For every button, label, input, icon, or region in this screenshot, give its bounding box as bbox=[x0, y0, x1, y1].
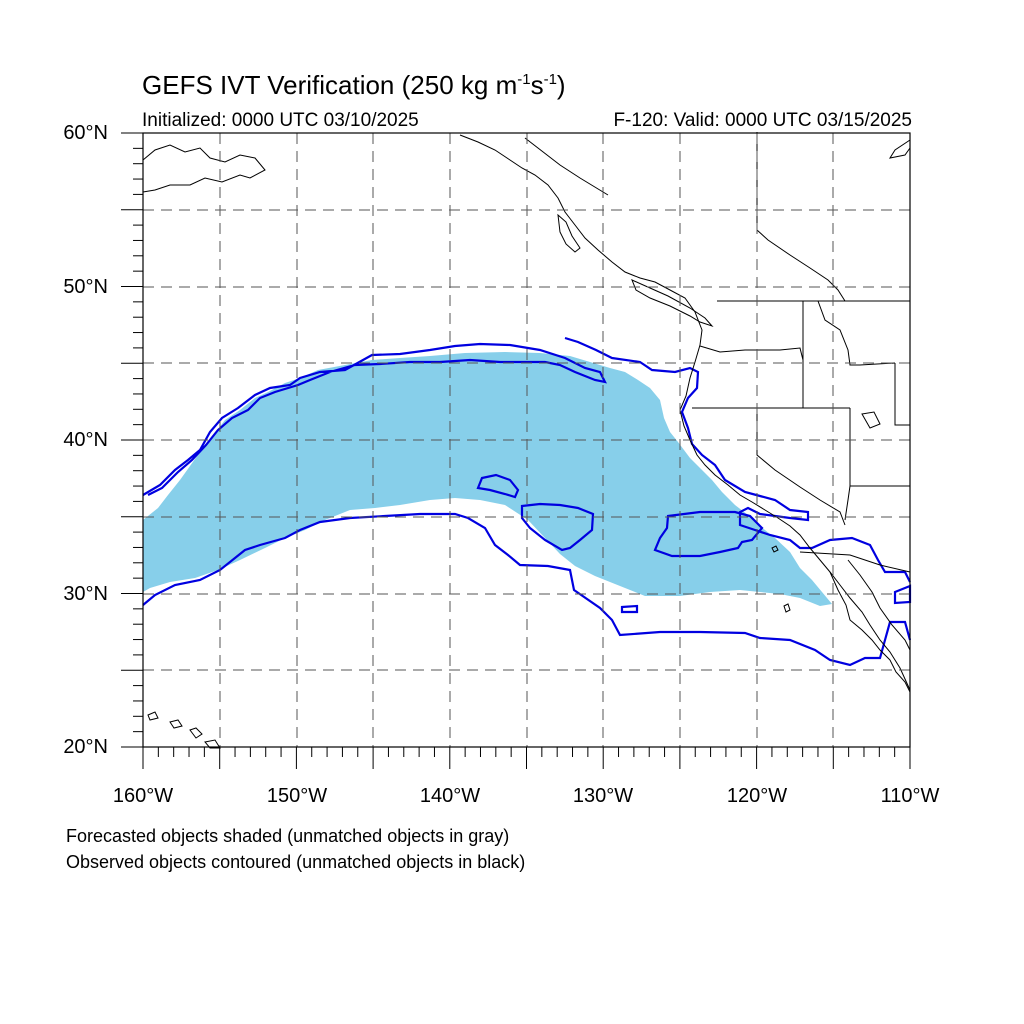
canada-east-land bbox=[888, 139, 911, 159]
vancouver-island bbox=[631, 279, 714, 328]
channel-islands bbox=[771, 545, 791, 613]
observed-contour-east-lobe bbox=[564, 336, 911, 583]
gulf-of-california bbox=[847, 559, 911, 651]
lon-label-130w: 130°W bbox=[572, 785, 634, 807]
observed-contour-island-c bbox=[653, 510, 764, 558]
lat-label-50n: 50°N bbox=[63, 276, 108, 298]
observed-contour-south bbox=[142, 512, 912, 667]
alaska-coast bbox=[142, 144, 266, 193]
lon-label-150w: 150°W bbox=[266, 785, 328, 807]
forecast-object-shading bbox=[143, 352, 832, 606]
observed-contours bbox=[142, 336, 912, 667]
oregon-washington-border bbox=[699, 345, 804, 361]
observed-contour-island-d bbox=[620, 604, 639, 614]
observed-contour-island-b bbox=[520, 502, 595, 552]
alaska-panhandle-coast bbox=[459, 134, 703, 346]
lat-label-30n: 30°N bbox=[63, 583, 108, 605]
lat-label-60n: 60°N bbox=[63, 122, 108, 144]
bc-alberta-border bbox=[756, 132, 846, 302]
chart-title: GEFS IVT Verification (250 kg m-1s-1) bbox=[142, 70, 566, 100]
lon-label-110w: 110°W bbox=[880, 785, 940, 807]
observed-contour-island-a bbox=[476, 473, 520, 499]
us-mexico-border bbox=[799, 551, 911, 573]
political-borders bbox=[524, 132, 911, 573]
nevada-utah-border bbox=[849, 408, 910, 487]
observed-legend-note: Observed objects contoured (unmatched ob… bbox=[66, 852, 526, 872]
haida-gwaii bbox=[557, 213, 581, 253]
forecast-legend-note: Forecasted objects shaded (unmatched obj… bbox=[66, 826, 510, 846]
lon-label-120w: 120°W bbox=[726, 785, 788, 807]
california-nevada-border bbox=[756, 408, 846, 526]
montana-idaho-border bbox=[817, 300, 896, 366]
wyoming-border bbox=[894, 363, 910, 426]
lon-label-140w: 140°W bbox=[419, 785, 481, 807]
arizona-border bbox=[844, 485, 851, 521]
observed-contour-main-north bbox=[142, 342, 607, 496]
baja-peninsula bbox=[829, 571, 911, 693]
lat-label-40n: 40°N bbox=[63, 429, 108, 451]
valid-time: F-120: Valid: 0000 UTC 03/15/2025 bbox=[613, 110, 912, 131]
lat-label-20n: 20°N bbox=[63, 736, 108, 758]
us-west-coast bbox=[679, 344, 911, 691]
lake-tahoe-area bbox=[861, 411, 881, 429]
hawaii-islands bbox=[147, 711, 221, 749]
lon-label-160w: 160°W bbox=[112, 785, 174, 807]
initialized-time: Initialized: 0000 UTC 03/10/2025 bbox=[142, 110, 419, 131]
graticule bbox=[143, 133, 910, 747]
alaska-canada-border bbox=[524, 137, 609, 196]
axis-ticks bbox=[121, 132, 911, 769]
